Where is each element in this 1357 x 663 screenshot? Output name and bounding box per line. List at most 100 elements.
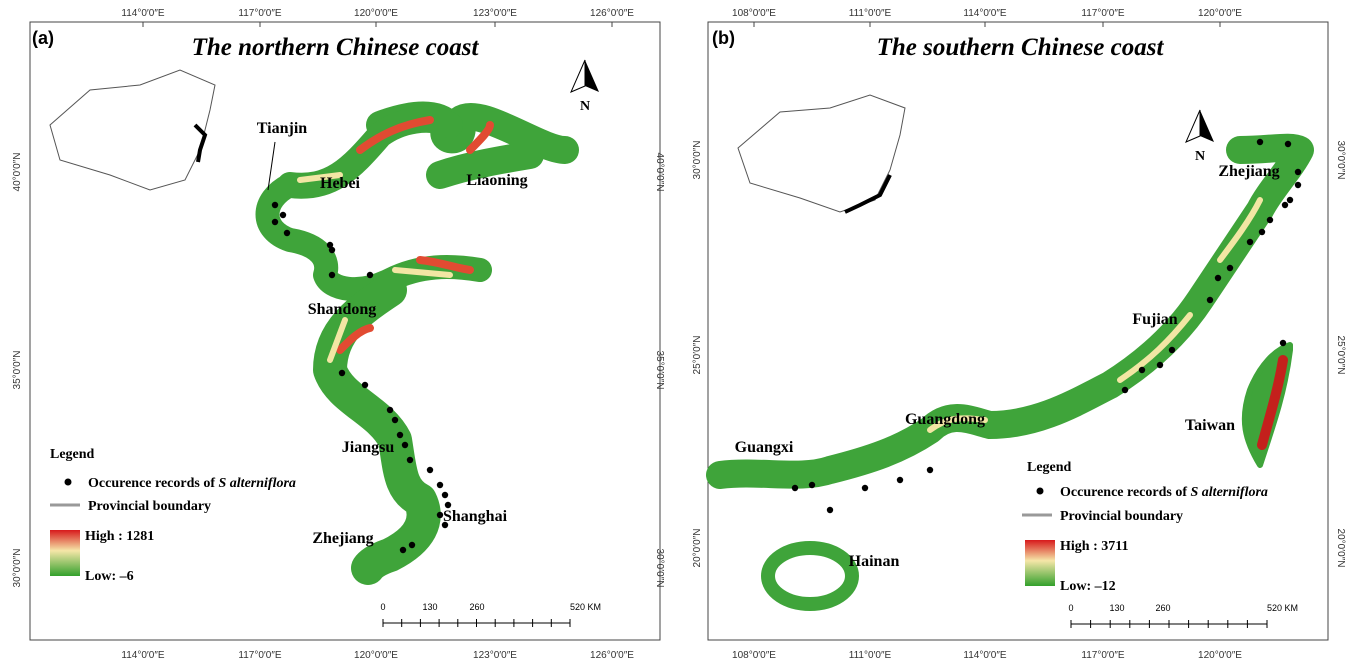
map-title: The southern Chinese coast xyxy=(877,34,1165,61)
record-point xyxy=(1280,340,1286,346)
legend-species: S alterniflora xyxy=(1191,485,1268,500)
latitude-label: 35°0′0″N xyxy=(12,351,23,390)
record-point xyxy=(1207,297,1213,303)
record-point xyxy=(862,485,868,491)
legend-records-text: Occurence records of xyxy=(1060,485,1191,500)
map-title: The northern Chinese coast xyxy=(192,34,480,61)
record-point xyxy=(427,467,433,473)
record-point xyxy=(1169,347,1175,353)
longitude-label: 123°0′0″E xyxy=(473,8,517,19)
longitude-label: 117°0′0″E xyxy=(238,8,281,19)
longitude-label: 120°0′0″E xyxy=(1198,650,1242,661)
longitude-label: 120°0′0″E xyxy=(354,650,398,661)
place-label: Zhejiang xyxy=(312,530,373,547)
north-label: N xyxy=(580,99,590,114)
record-point xyxy=(362,382,368,388)
record-point xyxy=(397,432,403,438)
panel-label: (a) xyxy=(32,28,54,48)
longitude-label: 120°0′0″E xyxy=(1198,8,1242,19)
legend-dot xyxy=(1037,488,1044,495)
legend-high: High : 1281 xyxy=(85,529,154,544)
scale-label: 260 xyxy=(469,602,484,612)
longitude-label: 117°0′0″E xyxy=(1081,8,1124,19)
latitude-label: 35°0′0″N xyxy=(654,351,665,390)
longitude-label: 117°0′0″E xyxy=(238,650,281,661)
legend-records: Occurence records of S alterniflora xyxy=(88,476,296,491)
record-point xyxy=(442,492,448,498)
record-point xyxy=(1247,239,1253,245)
longitude-label: 108°0′0″E xyxy=(732,8,776,19)
record-point xyxy=(1267,217,1273,223)
record-point xyxy=(400,547,406,553)
latitude-label: 30°0′0″N xyxy=(692,141,703,180)
record-point xyxy=(284,230,290,236)
place-label: Jiangsu xyxy=(342,439,395,456)
scale-label: 260 xyxy=(1155,603,1170,613)
place-label: Liaoning xyxy=(466,172,527,189)
legend-boundary: Provincial boundary xyxy=(1060,509,1183,524)
record-point xyxy=(392,417,398,423)
record-point xyxy=(897,477,903,483)
scale-label: 520 KM xyxy=(570,602,601,612)
record-point xyxy=(1295,182,1301,188)
scale-label: 130 xyxy=(422,602,437,612)
record-point xyxy=(329,247,335,253)
record-point xyxy=(1157,362,1163,368)
record-point xyxy=(407,457,413,463)
legend-dot xyxy=(65,479,72,486)
longitude-label: 108°0′0″E xyxy=(732,650,776,661)
figure: (a) The northern Chinese coast 114°0′0″E 11… xyxy=(0,0,1357,663)
latitude-label: 20°0′0″N xyxy=(692,529,703,568)
longitude-label: 117°0′0″E xyxy=(1081,650,1124,661)
legend-title: Legend xyxy=(1027,460,1072,475)
record-point xyxy=(1285,141,1291,147)
longitude-label: 114°0′0″E xyxy=(121,650,164,661)
record-point xyxy=(280,212,286,218)
record-point xyxy=(827,507,833,513)
legend-low: Low: –12 xyxy=(1060,579,1116,594)
record-point xyxy=(409,542,415,548)
longitude-label: 123°0′0″E xyxy=(473,650,517,661)
longitude-label: 120°0′0″E xyxy=(354,8,398,19)
record-point xyxy=(329,272,335,278)
record-point xyxy=(1122,387,1128,393)
longitude-label: 114°0′0″E xyxy=(963,650,1006,661)
latitude-label: 20°0′0″N xyxy=(1335,529,1346,568)
latitude-label: 40°0′0″N xyxy=(12,153,23,192)
record-point xyxy=(1215,275,1221,281)
scale-label: 0 xyxy=(1068,603,1073,613)
legend-records-text: Occurence records of xyxy=(88,476,219,491)
legend-species: S alterniflora xyxy=(219,476,296,491)
latitude-label: 25°0′0″N xyxy=(1335,336,1346,375)
record-point xyxy=(272,219,278,225)
record-point xyxy=(437,482,443,488)
record-point xyxy=(1259,229,1265,235)
place-label: Fujian xyxy=(1132,311,1177,328)
record-point xyxy=(367,272,373,278)
longitude-label: 114°0′0″E xyxy=(963,8,1006,19)
longitude-label: 126°0′0″E xyxy=(590,8,634,19)
legend-high: High : 3711 xyxy=(1060,539,1128,554)
place-label: Hebei xyxy=(320,175,361,192)
place-label: Taiwan xyxy=(1185,417,1235,434)
latitude-label: 40°0′0″N xyxy=(654,153,665,192)
longitude-label: 111°0′0″E xyxy=(849,8,892,19)
longitude-label: 111°0′0″E xyxy=(849,650,892,661)
record-point xyxy=(927,467,933,473)
place-label: Tianjin xyxy=(257,120,308,137)
place-label: Shandong xyxy=(308,301,377,318)
record-point xyxy=(272,202,278,208)
legend-title: Legend xyxy=(50,447,95,462)
record-point xyxy=(1139,367,1145,373)
record-point xyxy=(1295,169,1301,175)
place-label: Guangxi xyxy=(735,439,794,456)
latitude-label: 30°0′0″N xyxy=(1335,141,1346,180)
legend-gradient xyxy=(1025,540,1055,586)
longitude-label: 114°0′0″E xyxy=(121,8,164,19)
record-point xyxy=(402,442,408,448)
longitude-label: 126°0′0″E xyxy=(590,650,634,661)
record-point xyxy=(339,370,345,376)
record-point xyxy=(1257,139,1263,145)
place-label: Shanghai xyxy=(443,508,508,525)
legend-boundary: Provincial boundary xyxy=(88,499,211,514)
